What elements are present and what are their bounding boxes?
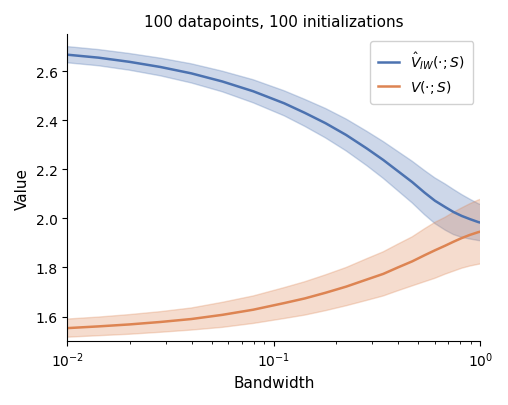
$\hat{V}_{IW}(\cdot;S)$	[364, 147, 370, 151]
$\hat{V}_{IW}(\cdot;S)$	[250, 90, 256, 94]
$V(\cdot;S)$	[65, 326, 71, 331]
$\hat{V}_{IW}(\cdot;S)$	[343, 133, 349, 138]
$\hat{V}_{IW}(\cdot;S)$	[302, 111, 308, 116]
Legend: $\hat{V}_{IW}(\cdot;S)$, $V(\cdot;S)$: $\hat{V}_{IW}(\cdot;S)$, $V(\cdot;S)$	[370, 42, 473, 104]
X-axis label: Bandwidth: Bandwidth	[233, 375, 314, 390]
$\hat{V}_{IW}(\cdot;S)$	[380, 158, 387, 163]
$V(\cdot;S)$	[188, 317, 195, 322]
$V(\cdot;S)$	[475, 230, 482, 235]
$V(\cdot;S)$	[409, 259, 415, 264]
$V(\cdot;S)$	[486, 228, 492, 232]
$V(\cdot;S)$	[451, 240, 457, 245]
$V(\cdot;S)$	[96, 324, 102, 329]
Y-axis label: Value: Value	[15, 167, 30, 209]
$V(\cdot;S)$	[380, 272, 387, 277]
Title: 100 datapoints, 100 initializations: 100 datapoints, 100 initializations	[144, 15, 404, 30]
$\hat{V}_{IW}(\cdot;S)$	[498, 224, 504, 229]
Line: $\hat{V}_{IW}(\cdot;S)$: $\hat{V}_{IW}(\cdot;S)$	[68, 55, 508, 247]
$V(\cdot;S)$	[364, 277, 370, 282]
$\hat{V}_{IW}(\cdot;S)$	[219, 80, 226, 85]
$\hat{V}_{IW}(\cdot;S)$	[467, 217, 473, 222]
$V(\cdot;S)$	[219, 313, 226, 318]
$V(\cdot;S)$	[343, 284, 349, 289]
$\hat{V}_{IW}(\cdot;S)$	[281, 102, 287, 107]
$V(\cdot;S)$	[395, 265, 401, 270]
$\hat{V}_{IW}(\cdot;S)$	[442, 205, 448, 210]
$\hat{V}_{IW}(\cdot;S)$	[65, 53, 71, 58]
$\hat{V}_{IW}(\cdot;S)$	[432, 199, 438, 204]
$V(\cdot;S)$	[459, 236, 465, 241]
$V(\cdot;S)$	[467, 233, 473, 238]
$\hat{V}_{IW}(\cdot;S)$	[96, 56, 102, 61]
$V(\cdot;S)$	[281, 301, 287, 306]
$V(\cdot;S)$	[126, 322, 133, 327]
$V(\cdot;S)$	[498, 226, 504, 230]
$V(\cdot;S)$	[432, 248, 438, 253]
$\hat{V}_{IW}(\cdot;S)$	[475, 220, 482, 225]
$V(\cdot;S)$	[250, 307, 256, 312]
$V(\cdot;S)$	[323, 291, 329, 296]
$\hat{V}_{IW}(\cdot;S)$	[323, 122, 329, 126]
$V(\cdot;S)$	[157, 320, 164, 325]
$\hat{V}_{IW}(\cdot;S)$	[409, 180, 415, 185]
$\hat{V}_{IW}(\cdot;S)$	[422, 191, 428, 196]
$\hat{V}_{IW}(\cdot;S)$	[157, 65, 164, 70]
$\hat{V}_{IW}(\cdot;S)$	[486, 223, 492, 228]
Line: $V(\cdot;S)$: $V(\cdot;S)$	[68, 226, 508, 328]
$\hat{V}_{IW}(\cdot;S)$	[459, 214, 465, 219]
$V(\cdot;S)$	[442, 244, 448, 249]
$V(\cdot;S)$	[302, 296, 308, 301]
$V(\cdot;S)$	[422, 253, 428, 258]
$\hat{V}_{IW}(\cdot;S)$	[188, 72, 195, 77]
$\hat{V}_{IW}(\cdot;S)$	[395, 169, 401, 174]
$\hat{V}_{IW}(\cdot;S)$	[451, 210, 457, 215]
$\hat{V}_{IW}(\cdot;S)$	[126, 60, 133, 65]
